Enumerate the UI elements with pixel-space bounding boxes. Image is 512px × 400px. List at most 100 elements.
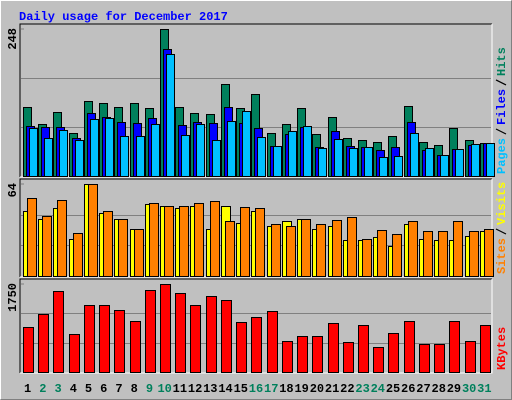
legend: Pages Files Hits [495, 47, 509, 174]
x-tick-label: 8 [131, 382, 138, 396]
bar [349, 148, 358, 177]
bar [471, 144, 480, 177]
x-tick-label: 22 [340, 382, 354, 396]
bar [377, 230, 387, 277]
x-tick-label: 14 [218, 382, 232, 396]
x-tick-label: 20 [310, 382, 324, 396]
bar [57, 200, 67, 277]
bar [114, 310, 125, 373]
bar [273, 146, 282, 177]
bar [288, 131, 297, 177]
bar [410, 133, 419, 177]
bar [221, 300, 232, 373]
bar [151, 124, 160, 177]
bar [449, 321, 460, 373]
bar [210, 201, 220, 277]
bar [328, 323, 339, 373]
x-tick-label: 3 [54, 382, 61, 396]
bar [242, 111, 251, 177]
x-tick-label: 7 [115, 382, 122, 396]
bar [181, 135, 190, 177]
bar [130, 321, 141, 373]
y-tick-label: 1750 [6, 283, 20, 312]
bar [44, 138, 53, 177]
bar [27, 198, 37, 277]
bar [332, 220, 342, 277]
bar [423, 231, 433, 277]
bar [75, 140, 84, 177]
bar [303, 126, 312, 177]
x-tick-label: 9 [146, 382, 153, 396]
bar [484, 229, 494, 277]
x-tick-label: 15 [234, 382, 248, 396]
legend-label: Sites [495, 238, 509, 274]
bar [301, 219, 311, 277]
bar [469, 231, 479, 277]
x-tick-label: 6 [100, 382, 107, 396]
bar [179, 206, 189, 277]
bar [255, 208, 265, 277]
bar [486, 143, 495, 177]
bar [282, 341, 293, 373]
x-tick-label: 13 [203, 382, 217, 396]
bar [120, 136, 129, 177]
bar [240, 207, 250, 277]
y-tick-label: 248 [6, 28, 20, 50]
bar [206, 296, 217, 373]
x-tick-label: 10 [157, 382, 171, 396]
bar [347, 217, 357, 277]
bar [236, 322, 247, 373]
x-tick-label: 17 [264, 382, 278, 396]
bar [434, 344, 445, 373]
bar [251, 317, 262, 373]
x-tick-label: 11 [173, 382, 187, 396]
x-tick-label: 4 [70, 382, 77, 396]
bar [257, 137, 266, 177]
bar [440, 155, 449, 177]
x-tick-label: 26 [401, 382, 415, 396]
bar [419, 344, 430, 373]
bar [388, 333, 399, 373]
bar [160, 284, 171, 373]
x-tick-label: 18 [279, 382, 293, 396]
x-tick-label: 12 [188, 382, 202, 396]
bar [99, 305, 110, 373]
panel-edge-dark [19, 23, 492, 177]
x-tick-label: 27 [416, 382, 430, 396]
bar [166, 54, 175, 177]
panel-edge-dark [19, 178, 492, 277]
bar [316, 224, 326, 277]
x-tick-label: 24 [371, 382, 385, 396]
legend-label: Visits [495, 182, 509, 225]
bar [455, 149, 464, 177]
bar [343, 342, 354, 373]
bar [267, 311, 278, 373]
bar [297, 336, 308, 373]
bar [318, 148, 327, 177]
legend: Sites Visits [495, 182, 509, 274]
bar [392, 234, 402, 277]
bar [379, 157, 388, 177]
bar [362, 239, 372, 277]
bar [227, 121, 236, 177]
bar [103, 211, 113, 277]
bar [190, 305, 201, 373]
panel-edge-dark [19, 278, 492, 373]
x-tick-label: 1 [24, 382, 31, 396]
bar [38, 314, 49, 373]
bar [105, 118, 114, 177]
bar [404, 321, 415, 373]
x-tick-label: 23 [355, 382, 369, 396]
bar [408, 221, 418, 277]
bar [212, 140, 221, 177]
bar [175, 293, 186, 373]
bar [194, 203, 204, 277]
bar [453, 221, 463, 277]
bar [438, 231, 448, 277]
x-tick-label: 31 [477, 382, 491, 396]
bar [196, 124, 205, 177]
x-tick-label: 19 [294, 382, 308, 396]
bar [394, 156, 403, 177]
